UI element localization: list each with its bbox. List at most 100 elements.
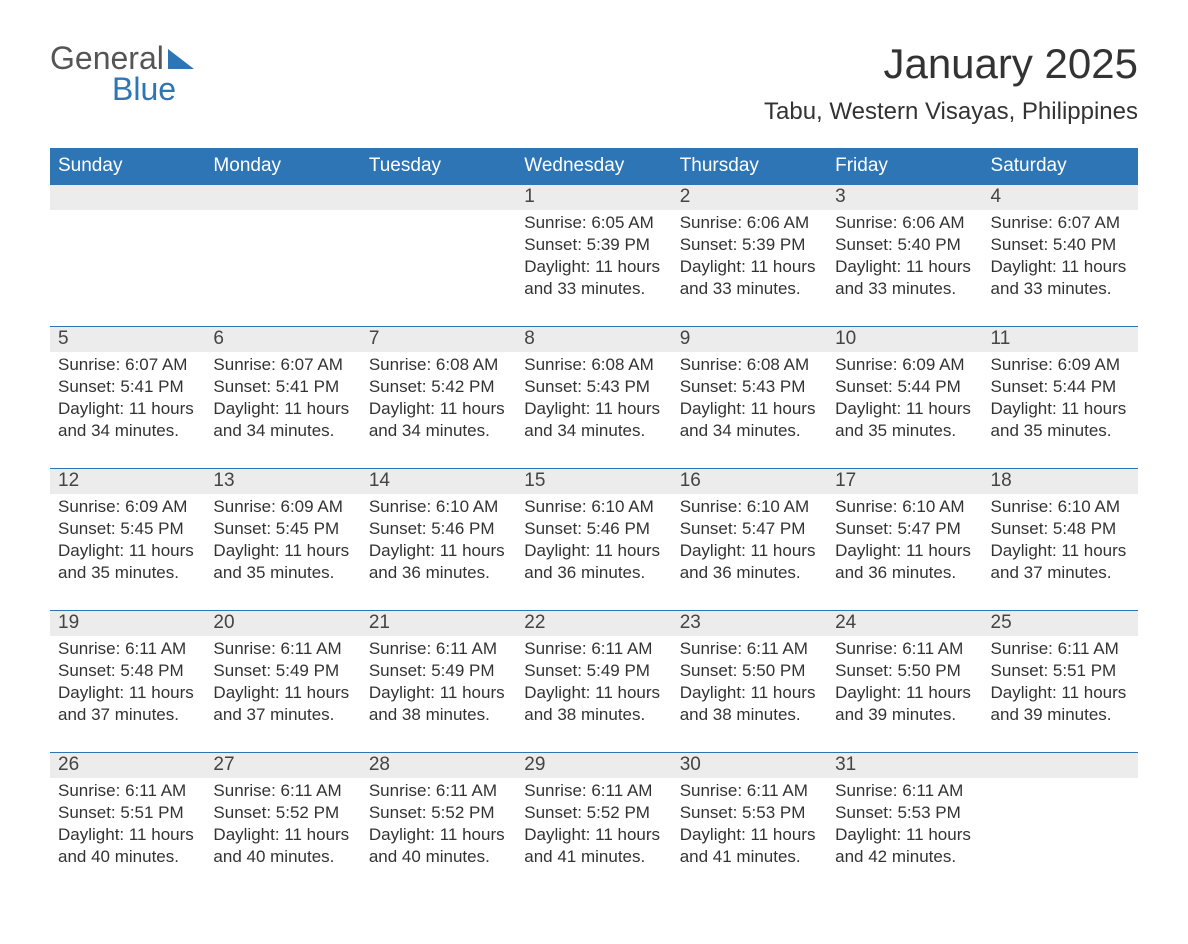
week-row: 19202122232425Sunrise: 6:11 AMSunset: 5:… bbox=[50, 610, 1138, 752]
title-block: January 2025 Tabu, Western Visayas, Phil… bbox=[764, 40, 1138, 140]
day-number: 21 bbox=[361, 611, 516, 636]
sunset-text: Sunset: 5:44 PM bbox=[835, 376, 974, 398]
day-number: 28 bbox=[361, 753, 516, 778]
day-details: Sunrise: 6:08 AMSunset: 5:43 PMDaylight:… bbox=[516, 352, 671, 468]
sunset-text: Sunset: 5:41 PM bbox=[58, 376, 197, 398]
sunrise-text: Sunrise: 6:11 AM bbox=[680, 780, 819, 802]
sunrise-text: Sunrise: 6:11 AM bbox=[524, 780, 663, 802]
day-number: 12 bbox=[50, 469, 205, 494]
day-number: 2 bbox=[672, 185, 827, 210]
daylight-text: Daylight: 11 hours and 38 minutes. bbox=[524, 682, 663, 726]
week-row: 1234Sunrise: 6:05 AMSunset: 5:39 PMDayli… bbox=[50, 185, 1138, 326]
sunset-text: Sunset: 5:48 PM bbox=[58, 660, 197, 682]
sunset-text: Sunset: 5:50 PM bbox=[835, 660, 974, 682]
day-details: Sunrise: 6:11 AMSunset: 5:52 PMDaylight:… bbox=[361, 778, 516, 894]
day-number: 18 bbox=[983, 469, 1138, 494]
sunrise-text: Sunrise: 6:11 AM bbox=[835, 638, 974, 660]
day-number: 10 bbox=[827, 327, 982, 352]
day-details: Sunrise: 6:11 AMSunset: 5:52 PMDaylight:… bbox=[516, 778, 671, 894]
day-details: Sunrise: 6:10 AMSunset: 5:46 PMDaylight:… bbox=[361, 494, 516, 610]
daylight-text: Daylight: 11 hours and 35 minutes. bbox=[58, 540, 197, 584]
daylight-text: Daylight: 11 hours and 33 minutes. bbox=[835, 256, 974, 300]
day-details: Sunrise: 6:10 AMSunset: 5:47 PMDaylight:… bbox=[672, 494, 827, 610]
day-details: Sunrise: 6:07 AMSunset: 5:40 PMDaylight:… bbox=[983, 210, 1138, 326]
sunset-text: Sunset: 5:40 PM bbox=[835, 234, 974, 256]
daylight-text: Daylight: 11 hours and 39 minutes. bbox=[835, 682, 974, 726]
week-row: 567891011Sunrise: 6:07 AMSunset: 5:41 PM… bbox=[50, 326, 1138, 468]
day-details: Sunrise: 6:11 AMSunset: 5:49 PMDaylight:… bbox=[361, 636, 516, 752]
daylight-text: Daylight: 11 hours and 35 minutes. bbox=[835, 398, 974, 442]
day-details bbox=[50, 210, 205, 326]
week-row: 12131415161718Sunrise: 6:09 AMSunset: 5:… bbox=[50, 468, 1138, 610]
day-details: Sunrise: 6:06 AMSunset: 5:40 PMDaylight:… bbox=[827, 210, 982, 326]
sunset-text: Sunset: 5:41 PM bbox=[213, 376, 352, 398]
sunset-text: Sunset: 5:43 PM bbox=[524, 376, 663, 398]
sunset-text: Sunset: 5:45 PM bbox=[213, 518, 352, 540]
sunset-text: Sunset: 5:49 PM bbox=[213, 660, 352, 682]
sunset-text: Sunset: 5:45 PM bbox=[58, 518, 197, 540]
dow-sunday: Sunday bbox=[50, 148, 205, 185]
day-number: 31 bbox=[827, 753, 982, 778]
day-details: Sunrise: 6:07 AMSunset: 5:41 PMDaylight:… bbox=[205, 352, 360, 468]
sunrise-text: Sunrise: 6:10 AM bbox=[835, 496, 974, 518]
sunrise-text: Sunrise: 6:10 AM bbox=[991, 496, 1130, 518]
month-title: January 2025 bbox=[764, 40, 1138, 88]
sunrise-text: Sunrise: 6:11 AM bbox=[58, 638, 197, 660]
daylight-text: Daylight: 11 hours and 39 minutes. bbox=[991, 682, 1130, 726]
sunset-text: Sunset: 5:39 PM bbox=[524, 234, 663, 256]
day-number: 26 bbox=[50, 753, 205, 778]
day-number bbox=[50, 185, 205, 210]
day-number: 22 bbox=[516, 611, 671, 636]
sunset-text: Sunset: 5:47 PM bbox=[680, 518, 819, 540]
sunrise-text: Sunrise: 6:10 AM bbox=[524, 496, 663, 518]
location-text: Tabu, Western Visayas, Philippines bbox=[764, 98, 1138, 126]
daylight-text: Daylight: 11 hours and 36 minutes. bbox=[835, 540, 974, 584]
weeks-container: 1234Sunrise: 6:05 AMSunset: 5:39 PMDayli… bbox=[50, 185, 1138, 894]
sunset-text: Sunset: 5:51 PM bbox=[991, 660, 1130, 682]
sunrise-text: Sunrise: 6:11 AM bbox=[213, 638, 352, 660]
sunrise-text: Sunrise: 6:08 AM bbox=[680, 354, 819, 376]
day-details: Sunrise: 6:11 AMSunset: 5:49 PMDaylight:… bbox=[516, 636, 671, 752]
dow-friday: Friday bbox=[827, 148, 982, 185]
day-details: Sunrise: 6:11 AMSunset: 5:51 PMDaylight:… bbox=[983, 636, 1138, 752]
day-of-week-header: Sunday Monday Tuesday Wednesday Thursday… bbox=[50, 148, 1138, 185]
day-details-row: Sunrise: 6:11 AMSunset: 5:51 PMDaylight:… bbox=[50, 778, 1138, 894]
daylight-text: Daylight: 11 hours and 34 minutes. bbox=[524, 398, 663, 442]
day-details: Sunrise: 6:11 AMSunset: 5:53 PMDaylight:… bbox=[827, 778, 982, 894]
sunset-text: Sunset: 5:46 PM bbox=[369, 518, 508, 540]
sunrise-text: Sunrise: 6:11 AM bbox=[524, 638, 663, 660]
day-details bbox=[983, 778, 1138, 894]
day-number: 13 bbox=[205, 469, 360, 494]
calendar-grid: Sunday Monday Tuesday Wednesday Thursday… bbox=[50, 148, 1138, 894]
day-details: Sunrise: 6:06 AMSunset: 5:39 PMDaylight:… bbox=[672, 210, 827, 326]
day-number-row: 262728293031 bbox=[50, 753, 1138, 778]
day-number-row: 567891011 bbox=[50, 327, 1138, 352]
day-number: 14 bbox=[361, 469, 516, 494]
daylight-text: Daylight: 11 hours and 40 minutes. bbox=[369, 824, 508, 868]
sunrise-text: Sunrise: 6:06 AM bbox=[835, 212, 974, 234]
sunset-text: Sunset: 5:53 PM bbox=[680, 802, 819, 824]
daylight-text: Daylight: 11 hours and 37 minutes. bbox=[58, 682, 197, 726]
day-number: 11 bbox=[983, 327, 1138, 352]
sunset-text: Sunset: 5:44 PM bbox=[991, 376, 1130, 398]
day-number: 8 bbox=[516, 327, 671, 352]
sunset-text: Sunset: 5:52 PM bbox=[369, 802, 508, 824]
sunrise-text: Sunrise: 6:09 AM bbox=[835, 354, 974, 376]
daylight-text: Daylight: 11 hours and 41 minutes. bbox=[680, 824, 819, 868]
sunset-text: Sunset: 5:47 PM bbox=[835, 518, 974, 540]
day-number bbox=[361, 185, 516, 210]
daylight-text: Daylight: 11 hours and 40 minutes. bbox=[58, 824, 197, 868]
day-number: 15 bbox=[516, 469, 671, 494]
daylight-text: Daylight: 11 hours and 35 minutes. bbox=[991, 398, 1130, 442]
daylight-text: Daylight: 11 hours and 42 minutes. bbox=[835, 824, 974, 868]
sunrise-text: Sunrise: 6:06 AM bbox=[680, 212, 819, 234]
sunset-text: Sunset: 5:51 PM bbox=[58, 802, 197, 824]
day-details: Sunrise: 6:11 AMSunset: 5:53 PMDaylight:… bbox=[672, 778, 827, 894]
day-details: Sunrise: 6:10 AMSunset: 5:47 PMDaylight:… bbox=[827, 494, 982, 610]
sunset-text: Sunset: 5:40 PM bbox=[991, 234, 1130, 256]
day-details-row: Sunrise: 6:09 AMSunset: 5:45 PMDaylight:… bbox=[50, 494, 1138, 610]
sunrise-text: Sunrise: 6:08 AM bbox=[369, 354, 508, 376]
sunrise-text: Sunrise: 6:09 AM bbox=[991, 354, 1130, 376]
day-details bbox=[205, 210, 360, 326]
day-details bbox=[361, 210, 516, 326]
